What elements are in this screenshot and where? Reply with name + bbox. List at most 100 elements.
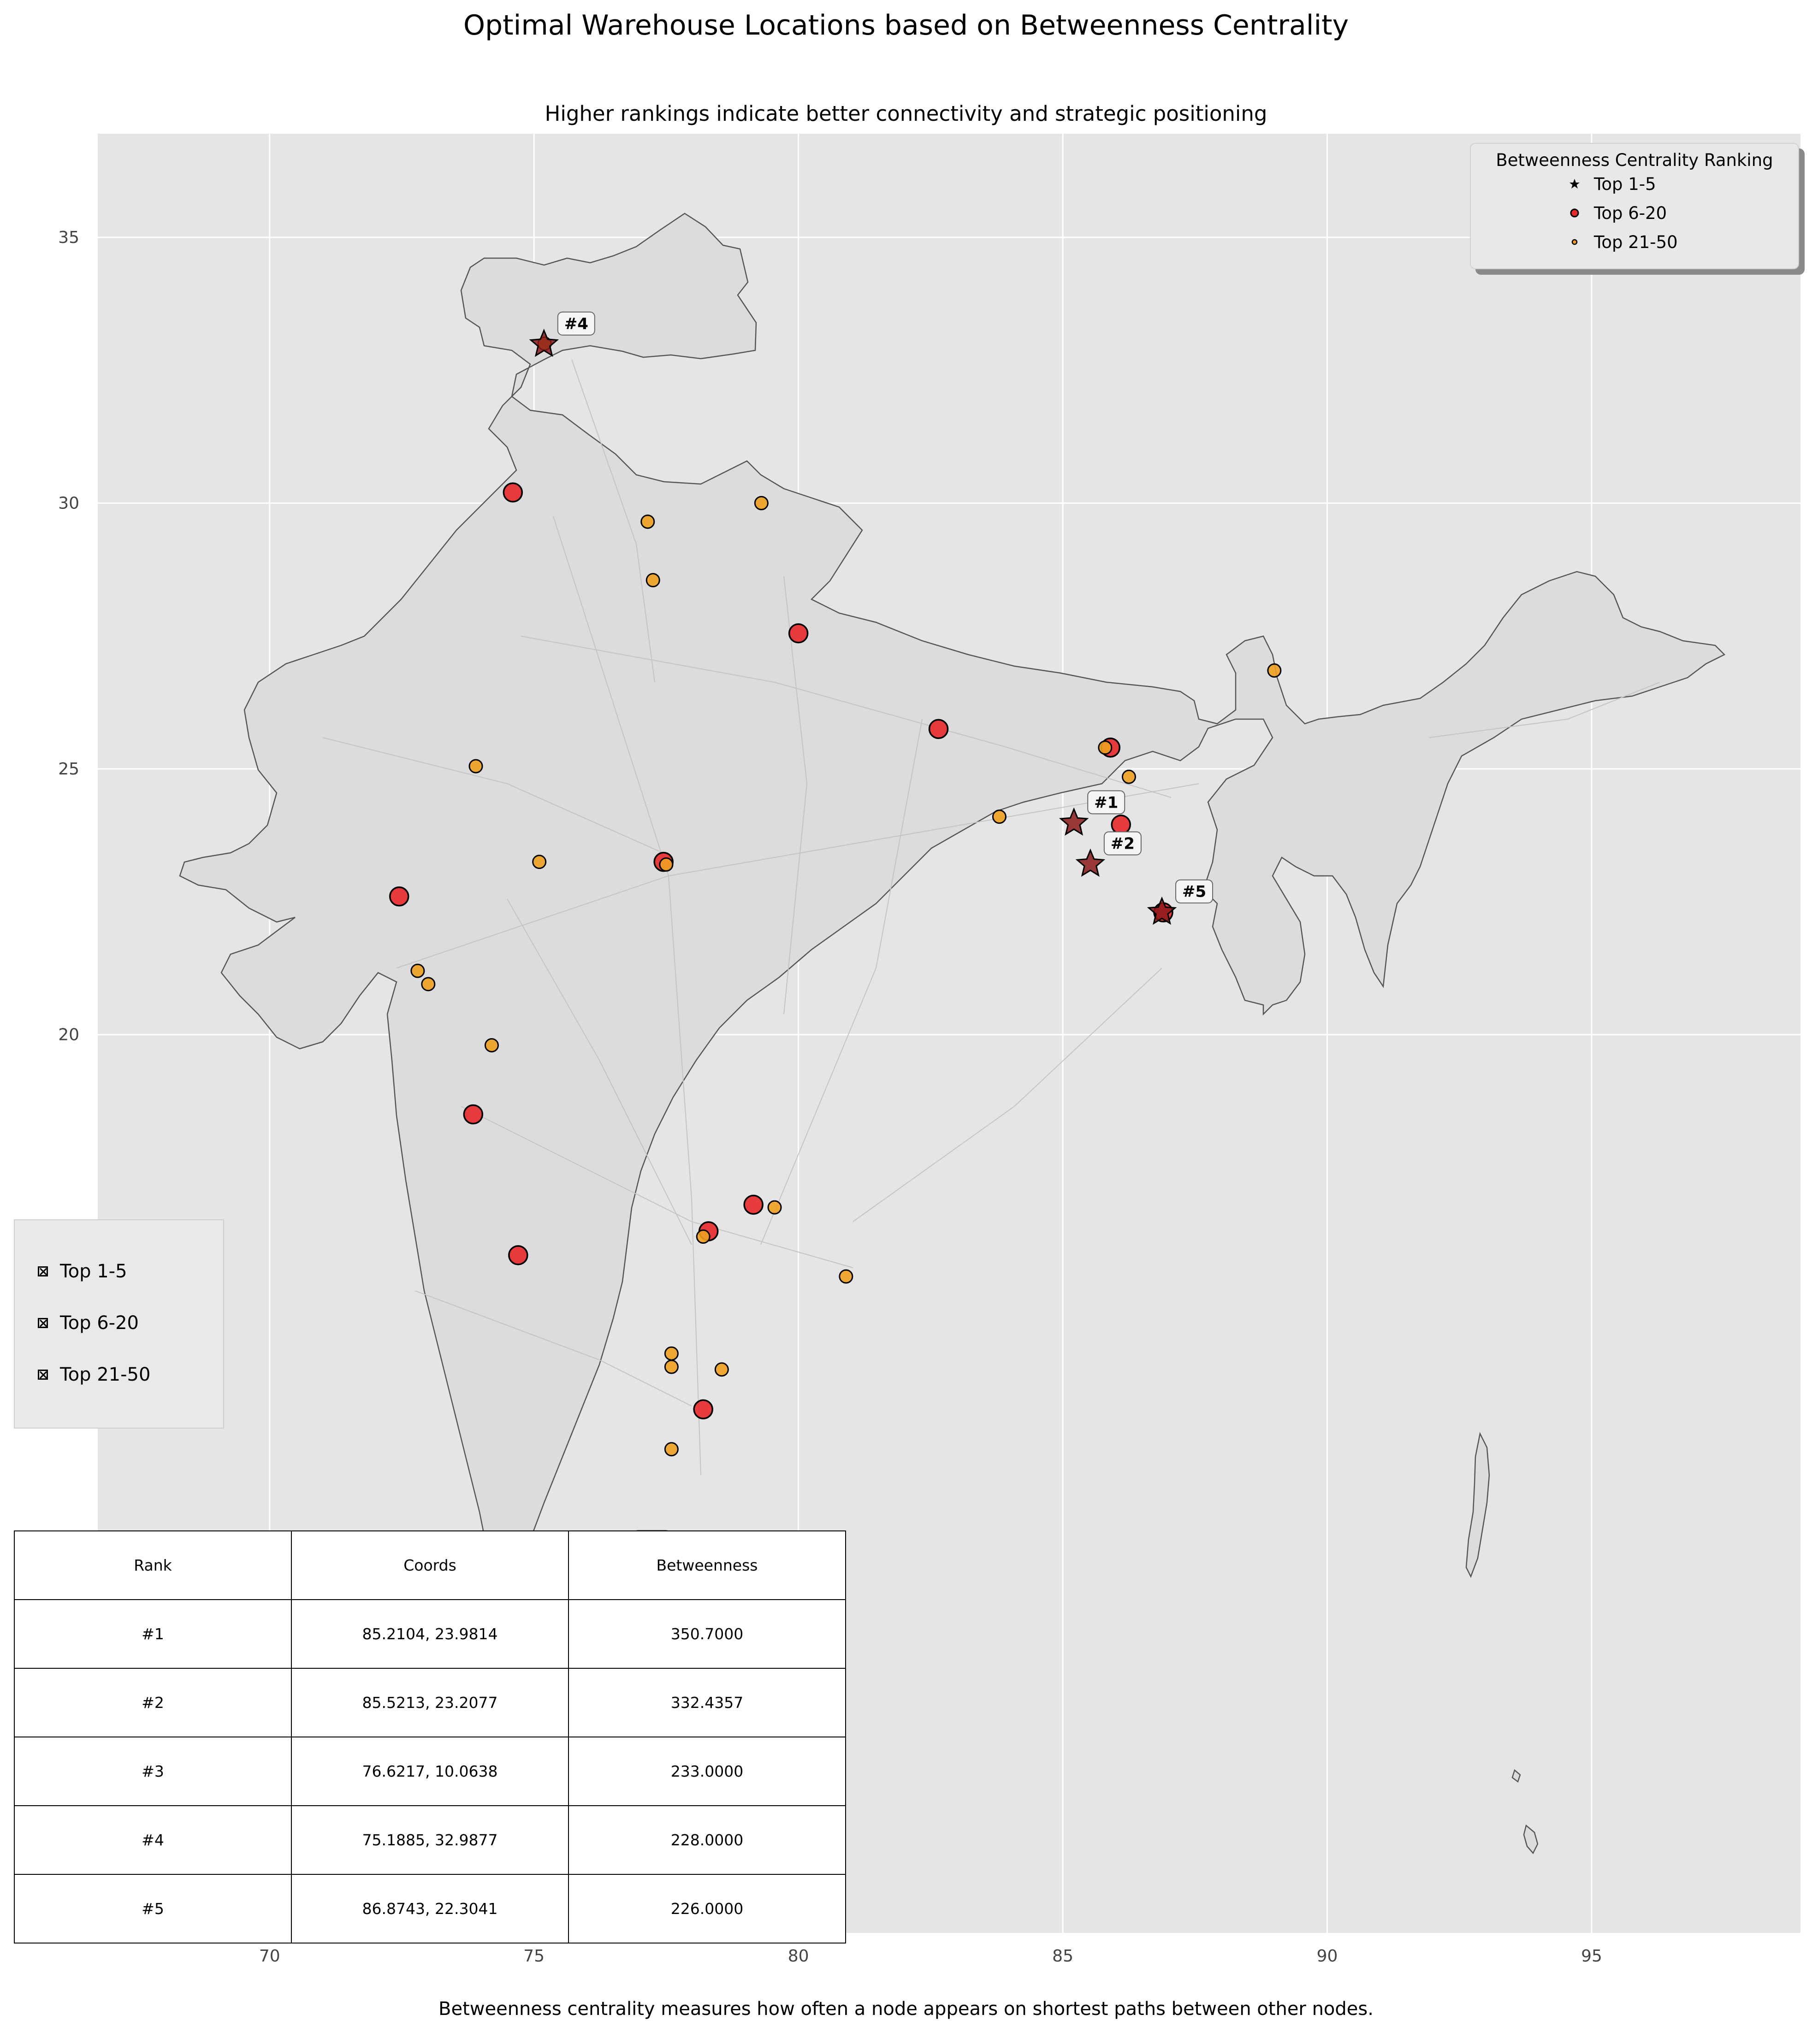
top-1-5-star (1147, 896, 1177, 925)
top-21-50-point (645, 573, 660, 588)
top-21-50-point (1267, 663, 1282, 678)
rank-label-box (1103, 831, 1142, 856)
legend-item-top-21-50: Top 21-50 (1561, 230, 1678, 254)
axis-tick-labels: 70 75 80 85 90 95 20 25 30 35 (58, 228, 1602, 1966)
table-row: #1 85.2104, 23.9814 350.7000 (14, 1599, 846, 1669)
country-map (179, 213, 1726, 1855)
top-21-50-point (839, 1269, 853, 1284)
top-21-50-point (468, 759, 483, 774)
top-6-20-point (693, 1399, 713, 1420)
rank-label: #1 (1094, 793, 1118, 812)
table-cell: 86.8743, 22.3041 (291, 1874, 569, 1944)
andaman-islands (1465, 1432, 1490, 1578)
legend-label: Top 21-50 (1594, 232, 1678, 252)
table-cell: #3 (14, 1737, 292, 1806)
legend-item-top-6-20: Top 6-20 (1561, 201, 1667, 224)
table-cell: 332.4357 (568, 1668, 846, 1737)
x-tick-label: 90 (1317, 1947, 1338, 1966)
top-21-50-point (754, 496, 769, 510)
top-1-5-star (1075, 848, 1106, 877)
top-21-50-point (767, 1200, 782, 1215)
nicobar-islands (1523, 1824, 1539, 1855)
rank-label: #2 (1111, 835, 1135, 853)
rank-label: #4 (564, 315, 588, 333)
side-legend-label: Top 1-5 (60, 1261, 127, 1282)
chart-title: Optimal Warehouse Locations based on Bet… (463, 9, 1349, 41)
top-21-50-point (664, 1442, 679, 1457)
secondary-legend: Top 1-5 Top 6-20 Top 21-50 (14, 1219, 224, 1429)
top-6-20-point (928, 719, 949, 739)
table-row: #3 76.6217, 10.0638 233.0000 (14, 1737, 846, 1806)
y-tick-label: 35 (58, 228, 79, 247)
table-cell: 228.0000 (568, 1805, 846, 1875)
side-legend-label: Top 6-20 (60, 1312, 139, 1334)
y-tick-label: 30 (58, 494, 79, 513)
table-cell: 350.7000 (568, 1599, 846, 1669)
top-21-50-point (532, 855, 547, 869)
top-21-50-point (664, 1346, 679, 1361)
table-cell: 85.2104, 23.9814 (291, 1599, 569, 1669)
table-cell: #4 (14, 1805, 292, 1875)
top-6-20-point (508, 1245, 528, 1265)
table-row: #2 85.5213, 23.2077 332.4357 (14, 1668, 846, 1737)
top-1-5-star (1059, 807, 1089, 836)
top-6-20-point (1111, 815, 1131, 835)
table-header: Coords (291, 1530, 569, 1600)
x-tick-label: 95 (1581, 1947, 1602, 1966)
road-network (322, 359, 1660, 1476)
red-circle-marker-icon (1561, 208, 1588, 218)
table-cell: 85.5213, 23.2077 (291, 1668, 569, 1737)
top-21-50-point (410, 963, 425, 978)
top-21-50-point (484, 1038, 499, 1052)
table-row: #5 86.8743, 22.3041 226.0000 (14, 1874, 846, 1944)
top-21-50-point (421, 977, 436, 992)
y-tick-label: 25 (58, 760, 79, 779)
table-cell: 233.0000 (568, 1737, 846, 1806)
top-21-50-point (992, 809, 1007, 824)
top-21-50-point (640, 514, 655, 529)
crossed-box-icon (38, 1318, 48, 1328)
x-tick-label: 75 (523, 1947, 545, 1966)
top-6-20-point (389, 886, 409, 907)
rank-label-box (1087, 790, 1125, 815)
table-header-row: Rank Coords Betweenness (14, 1530, 846, 1600)
table-header: Betweenness (568, 1530, 846, 1600)
top-21-50-point (664, 1359, 679, 1374)
table-cell: 75.1885, 32.9877 (291, 1805, 569, 1875)
side-legend-label: Top 21-50 (60, 1364, 151, 1385)
y-tick-label: 20 (58, 1025, 79, 1044)
legend: Betweenness Centrality Ranking Top 1-5 T… (1470, 143, 1799, 269)
footnote: Betweenness centrality measures how ofte… (438, 1998, 1374, 2020)
rank-label: #5 (1182, 883, 1206, 901)
table-header: Rank (14, 1530, 292, 1600)
table-cell: #1 (14, 1599, 292, 1669)
top-21-50-point (1121, 769, 1136, 784)
table-cell: 76.6217, 10.0638 (291, 1737, 569, 1806)
table-cell: 226.0000 (568, 1874, 846, 1944)
side-legend-item: Top 6-20 (38, 1312, 139, 1334)
nicobar-islet (1511, 1769, 1521, 1783)
star-marker-icon (1561, 178, 1588, 189)
table-row: #4 75.1885, 32.9877 228.0000 (14, 1805, 846, 1875)
top-21-50-point (696, 1229, 711, 1244)
x-tick-label: 80 (788, 1947, 809, 1966)
top-6-20-point (743, 1194, 764, 1215)
top-21-50-point (714, 1362, 729, 1377)
crossed-box-icon (38, 1266, 48, 1276)
x-tick-label: 85 (1052, 1947, 1073, 1966)
top-6-20-point (788, 623, 809, 644)
legend-item-top-1-5: Top 1-5 (1561, 172, 1656, 195)
side-legend-item: Top 1-5 (38, 1261, 127, 1282)
orange-circle-marker-icon (1561, 238, 1588, 246)
table-cell: #5 (14, 1874, 292, 1944)
top-rank-table: Rank Coords Betweenness #1 85.2104, 23.9… (14, 1530, 846, 1944)
legend-title: Betweenness Centrality Ranking (1496, 150, 1773, 170)
rank-label-box (1175, 879, 1214, 904)
legend-label: Top 6-20 (1594, 203, 1667, 223)
crossed-box-icon (38, 1370, 48, 1380)
top-6-20-point (503, 482, 523, 503)
data-points (389, 328, 1282, 1576)
table-cell: #2 (14, 1668, 292, 1737)
top-6-20-point (463, 1104, 484, 1125)
x-tick-label: 70 (259, 1947, 280, 1966)
